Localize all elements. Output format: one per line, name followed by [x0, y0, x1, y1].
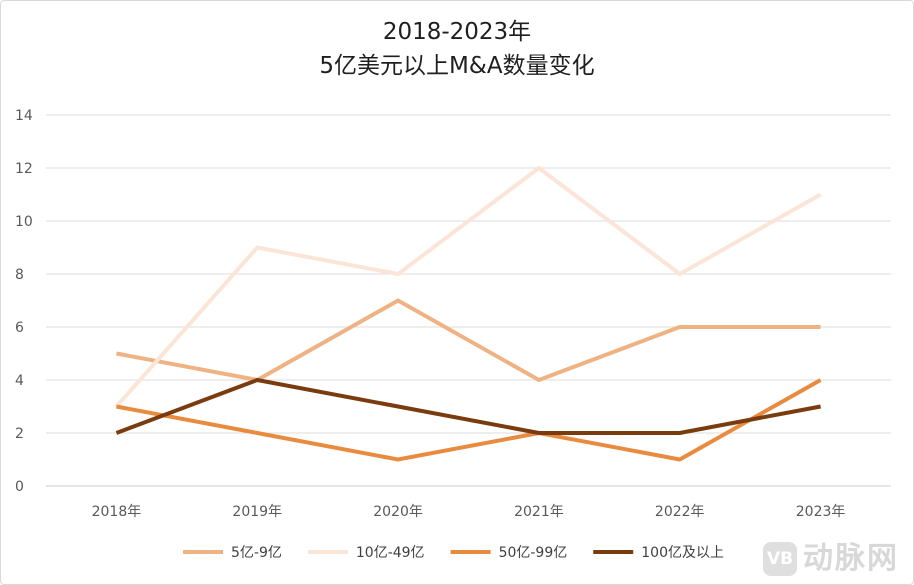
- y-tick-label: 10: [15, 214, 33, 230]
- watermark-brand-text: 动脉网: [803, 541, 899, 576]
- series-line-1: [116, 298, 821, 383]
- chart-title-line-2: 5亿美元以上M&A数量变化: [319, 53, 595, 79]
- x-tick-label: 2020年: [373, 504, 423, 520]
- legend-label-2: 10亿-49亿: [356, 545, 425, 561]
- x-tick-label: 2019年: [232, 504, 282, 520]
- chart-title-line-1: 2018-2023年: [382, 19, 532, 45]
- series-line-2: [114, 165, 822, 408]
- y-tick-label: 0: [15, 479, 24, 495]
- x-tick-label: 2023年: [796, 504, 846, 520]
- y-tick-label: 4: [15, 373, 24, 389]
- series-line-3: [116, 378, 822, 462]
- x-tick-label: 2018年: [92, 504, 142, 520]
- x-tick-label: 2022年: [655, 504, 705, 520]
- y-tick-label: 2: [15, 426, 24, 442]
- y-tick-label: 8: [15, 267, 24, 283]
- watermark-logo-icon: VB: [763, 542, 797, 576]
- legend-label-1: 5亿-9亿: [231, 545, 282, 561]
- y-tick-label: 6: [15, 320, 24, 336]
- x-tick-label: 2021年: [514, 504, 564, 520]
- series-line-4: [115, 377, 821, 435]
- legend-label-3: 50亿-99亿: [499, 545, 568, 561]
- legend-label-4: 100亿及以上: [641, 545, 724, 561]
- y-tick-label: 14: [15, 108, 33, 124]
- y-tick-label: 12: [15, 161, 33, 177]
- watermark: VB 动脉网: [763, 542, 899, 576]
- chart-title: 2018-2023年 5亿美元以上M&A数量变化: [1, 15, 913, 83]
